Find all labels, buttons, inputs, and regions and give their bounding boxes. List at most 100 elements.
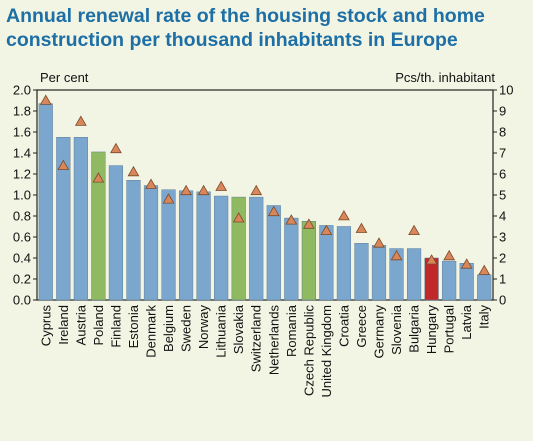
- marker-ireland: [57, 159, 70, 170]
- bar-switzerland: [249, 196, 264, 301]
- y-tick-label: 0.6: [13, 230, 31, 245]
- category-label: Netherlands: [266, 305, 281, 376]
- y-tick-label: 1.2: [13, 167, 31, 182]
- bar-germany: [371, 245, 387, 301]
- marker-romania: [285, 214, 298, 225]
- category-label: Sweden: [179, 305, 194, 352]
- category-label: Croatia: [336, 304, 351, 347]
- category-label: Romania: [284, 304, 299, 357]
- marker-slovenia: [390, 249, 403, 261]
- bar-croatia: [336, 226, 352, 301]
- category-label: Lithuania: [214, 304, 229, 358]
- category-label: Germany: [372, 305, 387, 359]
- marker-italy: [478, 264, 491, 275]
- marker-germany: [373, 237, 385, 248]
- category-label: Slovenia: [389, 304, 404, 355]
- category-label: Latvia: [459, 304, 474, 339]
- category-label: Hungary: [424, 305, 439, 355]
- category-label: Cyprus: [38, 305, 53, 347]
- marker-estonia: [127, 165, 140, 177]
- y-tick-label: 0.8: [13, 209, 31, 224]
- y-tick-label: 0.4: [13, 251, 31, 266]
- y-tick-label: 0.0: [13, 293, 31, 308]
- marker-croatia: [338, 209, 350, 221]
- bar-denmark: [143, 185, 159, 301]
- category-label: Austria: [73, 304, 88, 345]
- y2-tick-label: 7: [499, 146, 506, 161]
- bar-ireland: [56, 137, 71, 301]
- bar-netherlands: [266, 205, 281, 301]
- category-label: Italy: [477, 305, 492, 329]
- marker-czech-republic: [302, 218, 315, 229]
- y2-tick-label: 0: [499, 293, 506, 308]
- marker-hungary: [425, 254, 438, 265]
- y2-tick-label: 8: [499, 125, 506, 140]
- y2-tick-label: 2: [499, 251, 506, 266]
- bar-bulgaria: [406, 248, 422, 301]
- marker-netherlands: [267, 205, 280, 217]
- y2-axis-label: Pcs/th. inhabitant: [395, 70, 495, 85]
- category-label: Norway: [196, 305, 211, 350]
- category-label: Switzerland: [249, 305, 264, 372]
- category-label: United Kingdom: [319, 305, 334, 398]
- category-label: Denmark: [144, 305, 159, 358]
- category-label: Bulgaria: [407, 304, 422, 352]
- marker-switzerland: [250, 184, 263, 196]
- bar-italy: [477, 274, 492, 301]
- marker-greece: [355, 222, 368, 233]
- y2-tick-label: 1: [499, 272, 506, 287]
- bar-united-kingdom: [319, 225, 334, 301]
- bar-austria: [73, 137, 88, 301]
- bar-finland: [108, 165, 124, 301]
- category-label: Czech Republic: [301, 305, 316, 397]
- marker-bulgaria: [408, 224, 420, 236]
- y-tick-label: 0.2: [13, 272, 31, 287]
- bar-lithuania: [214, 195, 229, 301]
- marker-denmark: [145, 178, 157, 189]
- chart-title: Annual renewal rate of the housing stock…: [6, 4, 526, 52]
- marker-lithuania: [215, 180, 228, 191]
- category-label: Slovakia: [231, 304, 246, 354]
- category-label: Poland: [91, 305, 106, 345]
- y-tick-label: 1.0: [13, 188, 31, 203]
- bar-norway: [196, 191, 211, 301]
- y-tick-label: 2.0: [13, 83, 31, 98]
- marker-austria: [74, 115, 87, 126]
- y-tick-label: 1.6: [13, 125, 31, 140]
- marker-portugal: [443, 249, 456, 261]
- marker-slovakia: [232, 212, 245, 223]
- bar-czech-republic: [301, 221, 316, 301]
- bar-belgium: [161, 189, 176, 301]
- y2-tick-label: 10: [499, 83, 513, 98]
- y-tick-label: 1.8: [13, 104, 31, 119]
- bar-slovakia: [231, 196, 246, 301]
- marker-latvia: [460, 258, 473, 269]
- bar-poland: [91, 151, 106, 301]
- y2-tick-label: 4: [499, 209, 506, 224]
- bar-sweden: [178, 190, 194, 301]
- y-tick-label: 1.4: [13, 146, 31, 161]
- category-label: Portugal: [442, 305, 457, 354]
- chart-title-line-1: Annual renewal rate of the housing stock…: [6, 5, 485, 27]
- bar-romania: [284, 217, 299, 301]
- y2-tick-label: 9: [499, 104, 506, 119]
- category-label: Ireland: [56, 305, 71, 345]
- bar-portugal: [442, 260, 457, 301]
- bar-latvia: [459, 263, 474, 301]
- chart-title-line-2: construction per thousand inhabitants in…: [6, 29, 458, 51]
- marker-finland: [110, 142, 122, 154]
- marker-norway: [197, 184, 210, 196]
- marker-sweden: [180, 184, 192, 196]
- bar-cyprus: [38, 103, 53, 301]
- category-label: Finland: [108, 305, 123, 348]
- category-label: Estonia: [126, 304, 141, 348]
- category-label: Belgium: [161, 305, 176, 352]
- category-label: Greece: [354, 305, 369, 348]
- y2-tick-label: 6: [499, 167, 506, 182]
- y-axis-label: Per cent: [40, 70, 89, 85]
- y2-tick-label: 5: [499, 188, 506, 203]
- bar-estonia: [126, 180, 141, 301]
- marker-belgium: [162, 193, 175, 204]
